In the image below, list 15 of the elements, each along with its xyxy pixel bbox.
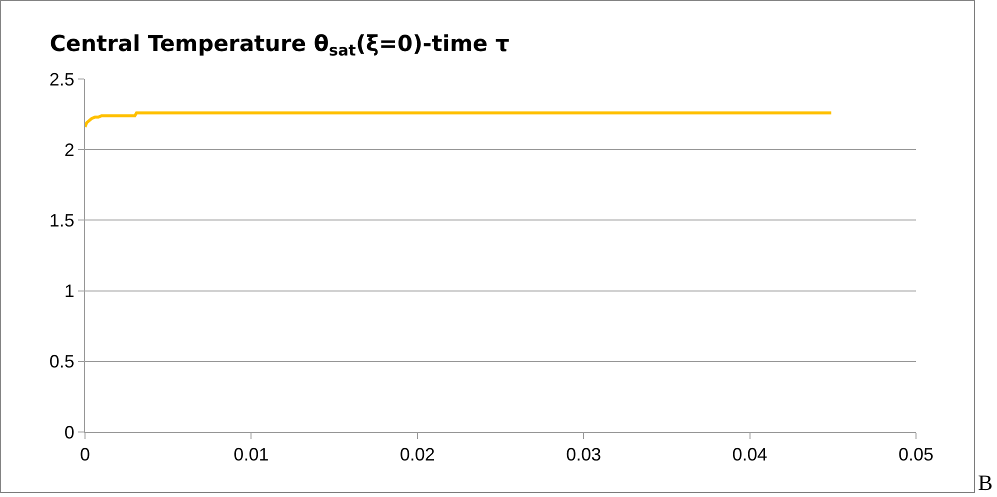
x-tick-label: 0 — [80, 444, 90, 465]
x-tick-label: 0.04 — [732, 444, 768, 465]
y-tick-label: 1.5 — [49, 210, 74, 230]
x-tick-label: 0.03 — [566, 444, 602, 465]
x-tick-label: 0.05 — [898, 444, 934, 465]
x-tick-label: 0.02 — [400, 444, 435, 465]
y-tick-label: 0.5 — [49, 352, 74, 372]
y-tick-label: 2.5 — [49, 69, 74, 90]
y-tick-label: 0 — [64, 422, 74, 442]
line-series — [85, 111, 833, 129]
text: B — [978, 470, 993, 496]
y-tick-label: 2 — [64, 140, 74, 160]
y-tick-label: 1 — [64, 281, 74, 302]
chart-title: Central Temperature θ$_{sat}$(ξ=0)-time τ — [50, 32, 510, 60]
x-tick-label: 0.01 — [234, 444, 269, 465]
